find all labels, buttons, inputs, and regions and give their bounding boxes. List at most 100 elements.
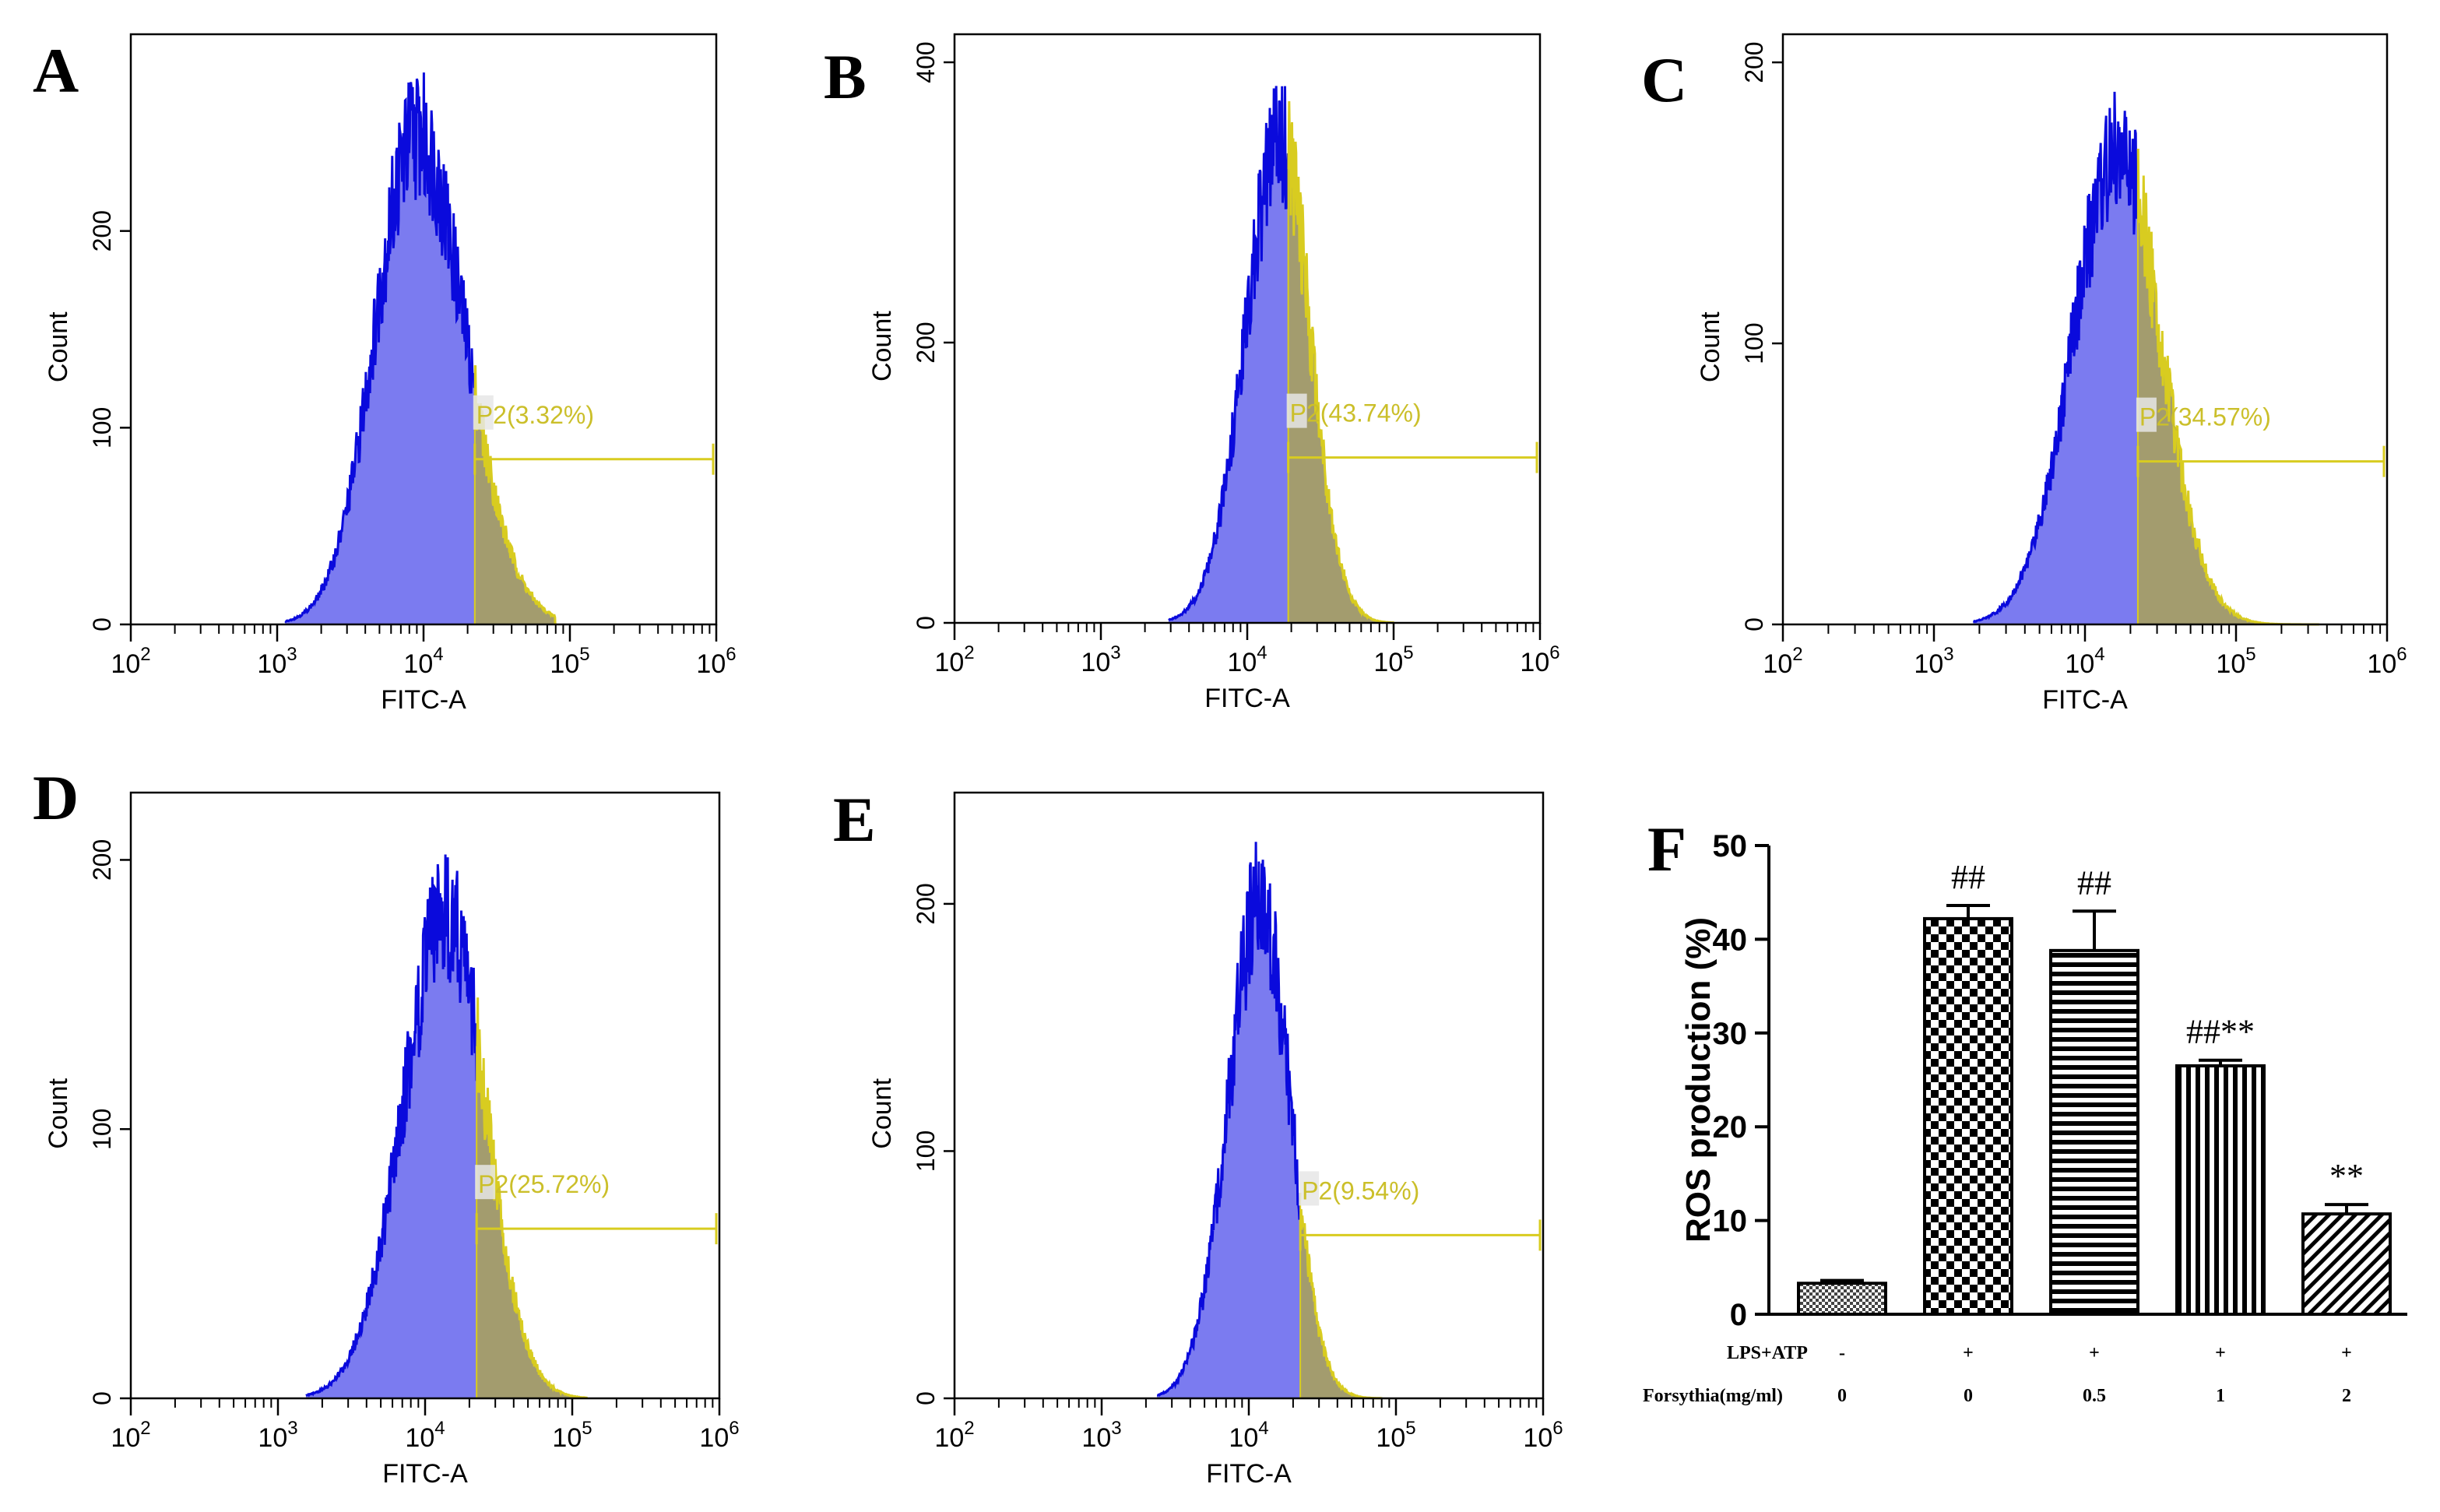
bar bbox=[2049, 948, 2139, 1317]
x-tick-label: 103 bbox=[258, 1418, 297, 1453]
y-tick-label: 100 bbox=[912, 1130, 940, 1172]
treatment-row-value: 1 bbox=[2216, 1386, 2225, 1406]
panel-letter-b: B bbox=[824, 41, 867, 112]
x-tick-label-exponent: 3 bbox=[1110, 642, 1120, 663]
x-tick-label: 104 bbox=[2065, 644, 2104, 679]
x-tick-label-exponent: 2 bbox=[964, 1418, 974, 1439]
y-tick-label: 10 bbox=[1713, 1204, 1748, 1239]
x-axis-title: FITC-A bbox=[1204, 684, 1290, 713]
y-axis-title: Count bbox=[867, 1078, 897, 1148]
y-axis-title: Count bbox=[44, 311, 73, 382]
x-tick-label-base: 10 bbox=[699, 1423, 729, 1453]
bar bbox=[1797, 1282, 1887, 1316]
x-tick-label-base: 10 bbox=[111, 1423, 140, 1453]
y-tick-label: 100 bbox=[1740, 322, 1768, 364]
x-tick-label: 105 bbox=[550, 644, 589, 679]
x-tick-label-base: 10 bbox=[1763, 649, 1792, 679]
gate-label-highlight bbox=[1286, 393, 1307, 428]
x-tick-label: 106 bbox=[1523, 1418, 1563, 1453]
x-tick-label: 103 bbox=[1914, 644, 1953, 679]
panel-letter-e: E bbox=[833, 784, 876, 855]
histogram-outline-ungated bbox=[1168, 86, 1289, 621]
bar bbox=[2301, 1212, 2392, 1316]
significance-label: ** bbox=[2329, 1157, 2364, 1195]
histogram-area-gated bbox=[476, 997, 587, 1398]
histogram-outline-gated bbox=[476, 997, 589, 1399]
y-tick-label: 20 bbox=[1713, 1110, 1748, 1145]
histogram-area-ungated bbox=[285, 72, 475, 625]
gate-label: P2(3.32%) bbox=[476, 401, 594, 429]
x-tick-label-base: 10 bbox=[2065, 649, 2094, 679]
y-tick-label: 0 bbox=[88, 1391, 116, 1405]
y-axis-title: Count bbox=[867, 311, 897, 382]
histogram-area-gated bbox=[2138, 149, 2319, 624]
histogram-area-gated bbox=[1289, 101, 1394, 623]
y-tick-label: 200 bbox=[88, 210, 116, 251]
x-axis-title: FITC-A bbox=[1206, 1459, 1292, 1489]
x-tick-label: 104 bbox=[405, 1418, 445, 1453]
gate-label: P2(43.74%) bbox=[1290, 399, 1422, 427]
x-tick-label-exponent: 6 bbox=[1552, 1418, 1563, 1439]
y-axis-title: ROS production (%) bbox=[1679, 917, 1717, 1243]
treatment-row-label: Forsythia(mg/ml) bbox=[1643, 1386, 1783, 1406]
treatment-row-value: 0.5 bbox=[2083, 1386, 2106, 1406]
x-tick-label-base: 10 bbox=[1227, 648, 1257, 677]
y-tick-label: 200 bbox=[912, 883, 940, 924]
x-tick-label: 102 bbox=[111, 1418, 150, 1453]
x-tick-label-exponent: 5 bbox=[2245, 644, 2255, 665]
x-tick-label: 105 bbox=[552, 1418, 592, 1453]
histogram-outline-ungated bbox=[1156, 842, 1302, 1397]
x-tick-label-exponent: 4 bbox=[1258, 1418, 1268, 1439]
x-tick-label-exponent: 5 bbox=[579, 644, 589, 665]
x-tick-label: 102 bbox=[111, 644, 150, 679]
x-tick-label-exponent: 5 bbox=[1405, 1418, 1415, 1439]
x-tick-label: 104 bbox=[1229, 1418, 1268, 1453]
x-tick-label: 106 bbox=[696, 644, 736, 679]
treatment-row-value: 2 bbox=[2342, 1386, 2351, 1406]
x-tick-label-base: 10 bbox=[2367, 649, 2396, 679]
x-tick-label-base: 10 bbox=[1914, 649, 1943, 679]
treatment-row-value: 0 bbox=[1837, 1386, 1847, 1406]
histogram-outline-gated bbox=[1287, 100, 1395, 624]
x-tick-label-base: 10 bbox=[1081, 648, 1110, 677]
gate-label: P2(34.57%) bbox=[2139, 403, 2271, 431]
gate-label-highlight bbox=[1299, 1171, 1320, 1206]
histogram-outline-ungated bbox=[305, 854, 478, 1398]
x-tick-label: 104 bbox=[1227, 642, 1267, 677]
x-tick-label-base: 10 bbox=[1373, 648, 1403, 677]
gate-label: P2(25.72%) bbox=[478, 1170, 610, 1198]
significance-label: ## bbox=[2077, 863, 2111, 902]
x-tick-label: 102 bbox=[934, 1418, 974, 1453]
x-tick-label: 102 bbox=[934, 642, 974, 677]
histogram-area-ungated bbox=[1157, 842, 1300, 1398]
x-tick-label-base: 10 bbox=[550, 649, 579, 679]
treatment-row-value: + bbox=[1963, 1343, 1974, 1363]
x-tick-label-base: 10 bbox=[2216, 649, 2245, 679]
x-tick-label-exponent: 3 bbox=[1943, 644, 1953, 665]
y-tick-label: 0 bbox=[88, 617, 116, 631]
y-tick-label: 400 bbox=[912, 41, 940, 83]
y-tick-label: 0 bbox=[912, 616, 940, 630]
x-tick-label-base: 10 bbox=[1520, 648, 1549, 677]
x-axis-title: FITC-A bbox=[2042, 685, 2128, 715]
x-tick-label-base: 10 bbox=[934, 648, 964, 677]
x-tick-label-base: 10 bbox=[1229, 1423, 1258, 1453]
treatment-row-value: + bbox=[2089, 1343, 2100, 1363]
x-tick-label-exponent: 6 bbox=[726, 644, 736, 665]
gate-label-highlight bbox=[2136, 397, 2157, 432]
x-tick-label: 105 bbox=[1373, 642, 1413, 677]
x-tick-label-exponent: 2 bbox=[964, 642, 974, 663]
histogram-area-ungated bbox=[305, 854, 477, 1398]
x-tick-label-base: 10 bbox=[258, 1423, 287, 1453]
x-tick-label-exponent: 4 bbox=[434, 1418, 445, 1439]
gate-label: P2(9.54%) bbox=[1302, 1176, 1419, 1204]
x-tick-label-base: 10 bbox=[111, 649, 140, 679]
x-tick-label-exponent: 6 bbox=[2396, 644, 2407, 665]
x-tick-label-exponent: 4 bbox=[1257, 642, 1267, 663]
x-tick-label-base: 10 bbox=[405, 1423, 434, 1453]
